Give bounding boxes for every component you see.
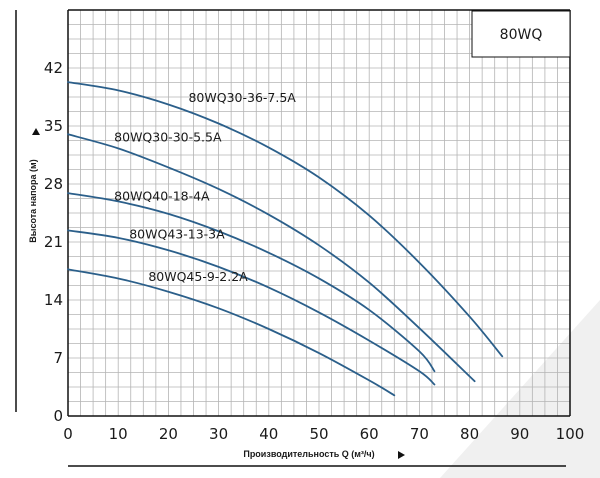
x-tick-label: 50 xyxy=(309,425,328,443)
series-label: 80WQ40-18-4A xyxy=(114,189,210,204)
grid xyxy=(67,9,571,417)
series-curve xyxy=(67,229,436,386)
x-tick-label: 20 xyxy=(159,425,178,443)
plot-frame xyxy=(67,9,571,417)
x-tick-label: 80 xyxy=(460,425,479,443)
series-label: 80WQ30-36-7.5A xyxy=(188,90,296,105)
series-curve xyxy=(67,192,436,373)
series-curve xyxy=(67,81,504,358)
series-label: 80WQ45-9-2.2A xyxy=(148,269,248,284)
x-tick-label: 60 xyxy=(360,425,379,443)
x-tick-label: 30 xyxy=(209,425,228,443)
y-tick-label: 35 xyxy=(44,117,63,135)
y-tick-label: 14 xyxy=(44,291,63,309)
y-tick-label: 28 xyxy=(44,175,63,193)
model-box: 80WQ xyxy=(471,10,571,58)
x-tick-label: 0 xyxy=(63,425,73,443)
x-axis-arrow-icon xyxy=(398,451,405,459)
y-axis-title-group: Высота напора (м) xyxy=(15,10,40,412)
tick-labels: 0 10 20 30 40 50 60 70 80 90 100 0 7 14 21 28 35 42 xyxy=(44,59,584,443)
series-curve xyxy=(67,268,396,397)
y-axis-arrow-icon xyxy=(32,128,40,135)
curves: 80WQ30-36-7.5A 80WQ30-30-5.5A 80WQ40-18-4A… xyxy=(67,81,504,397)
y-axis-title: Высота напора (м) xyxy=(28,159,38,242)
model-label: 80WQ xyxy=(500,27,543,43)
x-tick-label: 10 xyxy=(109,425,128,443)
y-tick-label: 0 xyxy=(53,407,63,425)
x-tick-label: 100 xyxy=(556,425,585,443)
x-axis-title-group: Производительность Q (м³/ч) xyxy=(68,449,566,467)
y-tick-label: 7 xyxy=(53,349,63,367)
series-label: 80WQ30-30-5.5A xyxy=(114,130,222,145)
y-tick-label: 42 xyxy=(44,59,63,77)
model-box-frame xyxy=(471,10,571,58)
series-curve xyxy=(67,133,476,383)
x-tick-label: 90 xyxy=(510,425,529,443)
x-tick-label: 40 xyxy=(259,425,278,443)
series-label: 80WQ43-13-3A xyxy=(129,227,225,242)
y-tick-label: 21 xyxy=(44,233,63,251)
x-tick-label: 70 xyxy=(410,425,429,443)
x-axis-title: Производительность Q (м³/ч) xyxy=(243,449,374,459)
